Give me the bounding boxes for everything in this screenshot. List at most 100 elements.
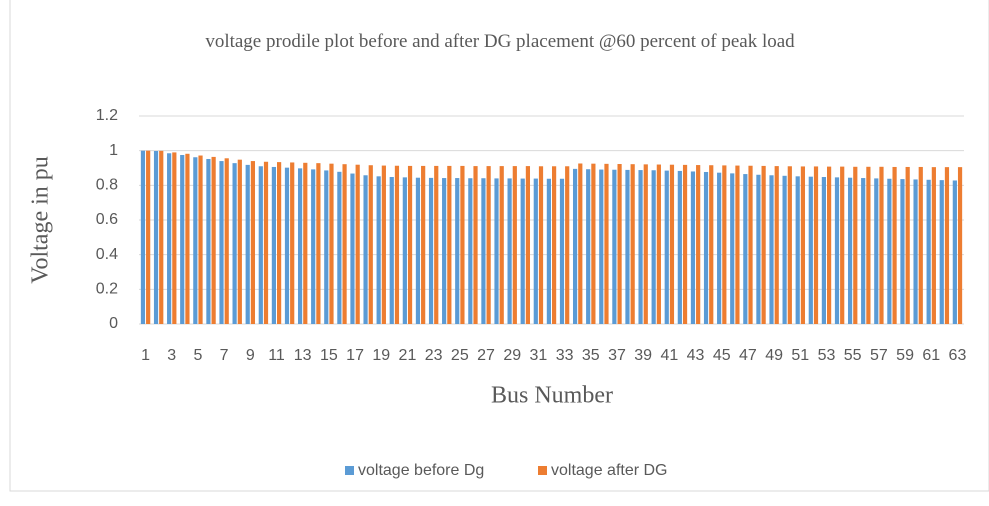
bar <box>591 163 596 324</box>
bar <box>879 166 884 324</box>
y-tick-label: 0.8 <box>96 177 118 194</box>
bar <box>625 169 630 324</box>
y-axis-label: Voltage in pu <box>28 156 54 284</box>
bar <box>709 165 714 324</box>
bar <box>290 162 295 324</box>
bar <box>853 166 858 324</box>
bar <box>342 164 347 324</box>
bar <box>284 167 290 324</box>
legend-swatch <box>345 466 354 475</box>
bar <box>512 166 517 324</box>
bar <box>939 180 944 324</box>
chart-title: voltage prodile plot before and after DG… <box>205 31 795 52</box>
bar <box>926 179 931 324</box>
bar <box>604 163 609 324</box>
x-tick-label: 45 <box>713 347 731 364</box>
x-tick-label: 31 <box>530 347 548 364</box>
chart-frame <box>9 0 989 492</box>
bar <box>656 164 661 324</box>
bar <box>237 159 242 324</box>
bar <box>180 155 185 324</box>
y-tick-label: 1.2 <box>96 107 118 124</box>
x-tick-label: 25 <box>451 347 469 364</box>
bar <box>565 166 570 324</box>
bar <box>957 167 963 324</box>
bar <box>887 178 892 324</box>
bar <box>748 165 753 324</box>
bar <box>769 175 774 324</box>
bar <box>774 166 779 324</box>
bar <box>376 176 381 324</box>
x-tick-label: 13 <box>294 347 312 364</box>
bar <box>324 170 329 324</box>
bar <box>350 173 355 324</box>
x-tick-label: 19 <box>372 347 390 364</box>
bar <box>481 178 486 324</box>
bar <box>703 171 709 324</box>
bar <box>329 163 334 324</box>
bar <box>303 162 308 324</box>
bar <box>900 179 905 324</box>
x-tick-label: 35 <box>582 347 600 364</box>
x-tick-label: 43 <box>687 347 705 364</box>
bar <box>271 166 276 324</box>
bar <box>651 170 656 324</box>
bar <box>263 161 269 324</box>
x-tick-label: 61 <box>922 347 940 364</box>
bar <box>355 164 360 324</box>
bar <box>460 165 465 324</box>
bar <box>167 153 172 324</box>
bar <box>761 165 766 324</box>
x-tick-label: 5 <box>193 347 202 364</box>
bar <box>847 177 853 324</box>
x-tick-label: 11 <box>268 347 285 364</box>
bar <box>193 157 198 324</box>
y-tick-label: 1 <box>109 142 118 159</box>
bar <box>782 175 787 324</box>
y-tick-label: 0.2 <box>96 281 118 298</box>
x-tick-label: 9 <box>246 347 255 364</box>
bar <box>402 177 407 324</box>
bar <box>389 177 394 324</box>
bar <box>559 178 565 324</box>
bar <box>795 176 800 324</box>
x-tick-label: 53 <box>818 347 836 364</box>
bar <box>159 150 164 324</box>
bar <box>874 178 879 324</box>
bar <box>442 178 447 324</box>
x-tick-label: 63 <box>949 347 967 364</box>
bar <box>538 166 544 324</box>
bar <box>468 178 473 324</box>
bar <box>730 173 735 324</box>
legend-label: voltage before Dg <box>358 462 484 479</box>
x-tick-label: 23 <box>425 347 443 364</box>
bar <box>494 178 499 324</box>
bar <box>892 166 897 324</box>
bar <box>638 170 643 324</box>
bar <box>866 166 871 324</box>
bar <box>499 166 504 324</box>
bar <box>277 162 282 324</box>
bar <box>146 150 151 324</box>
x-tick-label: 29 <box>503 347 521 364</box>
x-tick-label: 3 <box>167 347 176 364</box>
bar <box>368 165 373 324</box>
x-axis-label: Bus Number <box>491 383 613 409</box>
x-tick-label: 47 <box>739 347 757 364</box>
bar <box>808 176 813 324</box>
bar <box>337 171 342 324</box>
x-tick-label: 27 <box>477 347 495 364</box>
bar <box>630 164 635 324</box>
bar <box>219 161 224 324</box>
bar <box>434 165 439 324</box>
bar <box>297 168 303 324</box>
x-tick-label: 49 <box>765 347 783 364</box>
bar <box>153 151 159 324</box>
bar <box>743 174 748 324</box>
bar <box>428 177 434 324</box>
bar <box>756 174 761 324</box>
bar <box>258 166 263 324</box>
bar <box>813 166 819 324</box>
